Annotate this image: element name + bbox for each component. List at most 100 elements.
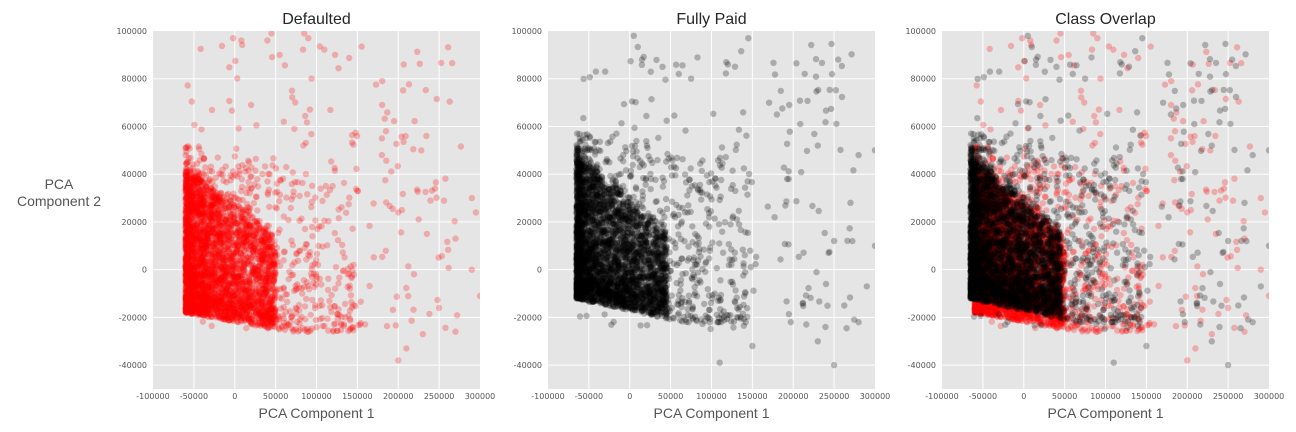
scatter-point [219, 171, 226, 179]
scatter-point [183, 229, 190, 237]
scatter-point [186, 213, 193, 220]
scatter-point [234, 75, 241, 82]
scatter-point [183, 259, 191, 266]
scatter-point [215, 220, 223, 227]
scatter-point [247, 205, 254, 212]
scatter-point [182, 301, 190, 308]
x-tick-label: 300000 [465, 392, 496, 401]
scatter-point [222, 303, 229, 310]
scatter-point [196, 177, 204, 184]
scatter-point [216, 193, 223, 200]
scatter-point [219, 308, 226, 315]
scatter-point [182, 296, 189, 304]
scatter-point [203, 235, 210, 243]
scatter-point [271, 306, 279, 313]
scatter-point [226, 306, 234, 313]
scatter-point [221, 205, 228, 212]
scatter-point [183, 255, 191, 262]
scatter-point [268, 31, 275, 37]
scatter-point [378, 135, 386, 142]
scatter-point [244, 225, 251, 232]
scatter-point [288, 237, 295, 244]
scatter-point [195, 210, 202, 218]
scatter-point [250, 200, 257, 207]
scatter-point [240, 218, 247, 225]
scatter-point [182, 245, 189, 252]
scatter-point [214, 293, 222, 300]
scatter-point [189, 286, 197, 293]
scatter-point [245, 178, 252, 186]
scatter-point [263, 272, 270, 279]
scatter-point [186, 270, 193, 277]
scatter-point [199, 193, 206, 200]
scatter-point [260, 232, 267, 240]
scatter-point [348, 299, 355, 306]
scatter-point [236, 312, 243, 320]
scatter-point [262, 286, 269, 294]
scatter-point [379, 77, 386, 85]
scatter-point [266, 171, 273, 178]
scatter-point [249, 265, 257, 272]
scatter-point [182, 168, 189, 175]
scatter-point [182, 264, 189, 272]
scatter-point [308, 203, 315, 211]
scatter-point [182, 168, 190, 175]
scatter-point [247, 255, 254, 262]
scatter-point [258, 314, 265, 321]
scatter-point [196, 283, 203, 290]
scatter-point [191, 202, 199, 209]
scatter-point [266, 243, 274, 250]
scatter-point [228, 292, 236, 299]
scatter-point [214, 237, 221, 244]
scatter-point [193, 263, 200, 271]
scatter-point [183, 169, 190, 176]
scatter-point [182, 295, 189, 302]
scatter-point [241, 262, 248, 270]
scatter-point [184, 292, 191, 300]
scatter-point [183, 165, 190, 173]
scatter-point [196, 212, 203, 219]
scatter-point [197, 209, 204, 216]
scatter-point [185, 255, 192, 262]
scatter-point [200, 228, 207, 235]
scatter-point [386, 202, 393, 210]
scatter-point [182, 179, 190, 186]
scatter-point [444, 44, 452, 51]
scatter-point [247, 240, 254, 247]
scatter-point [201, 289, 208, 296]
scatter-point [643, 112, 650, 120]
scatter-point [215, 224, 223, 232]
scatter-point [306, 106, 314, 113]
scatter-point [234, 273, 242, 280]
scatter-point [442, 324, 449, 331]
scatter-point [202, 240, 210, 247]
scatter-point [185, 229, 192, 236]
scatter-point [199, 194, 206, 201]
scatter-point [204, 293, 212, 300]
scatter-point [191, 248, 198, 255]
scatter-point [189, 232, 196, 240]
scatter-point [200, 209, 207, 217]
scatter-point [198, 178, 205, 185]
scatter-point [202, 297, 210, 304]
scatter-point [222, 256, 229, 263]
scatter-point [256, 223, 263, 230]
scatter-point [219, 197, 226, 204]
scatter-point [218, 245, 225, 253]
scatter-point [257, 224, 264, 231]
scatter-point [264, 318, 271, 326]
scatter-point [183, 160, 190, 167]
scatter-point [219, 285, 226, 293]
scatter-point [229, 299, 236, 306]
scatter-point [196, 311, 203, 318]
scatter-point [184, 242, 191, 249]
scatter-point [183, 195, 190, 202]
scatter-point [263, 307, 270, 314]
scatter-point [186, 258, 193, 266]
scatter-point [288, 314, 295, 321]
scatter-point [191, 203, 198, 210]
scatter-point [383, 322, 391, 330]
scatter-point [338, 204, 345, 211]
scatter-point [259, 298, 266, 306]
scatter-point [239, 286, 247, 293]
